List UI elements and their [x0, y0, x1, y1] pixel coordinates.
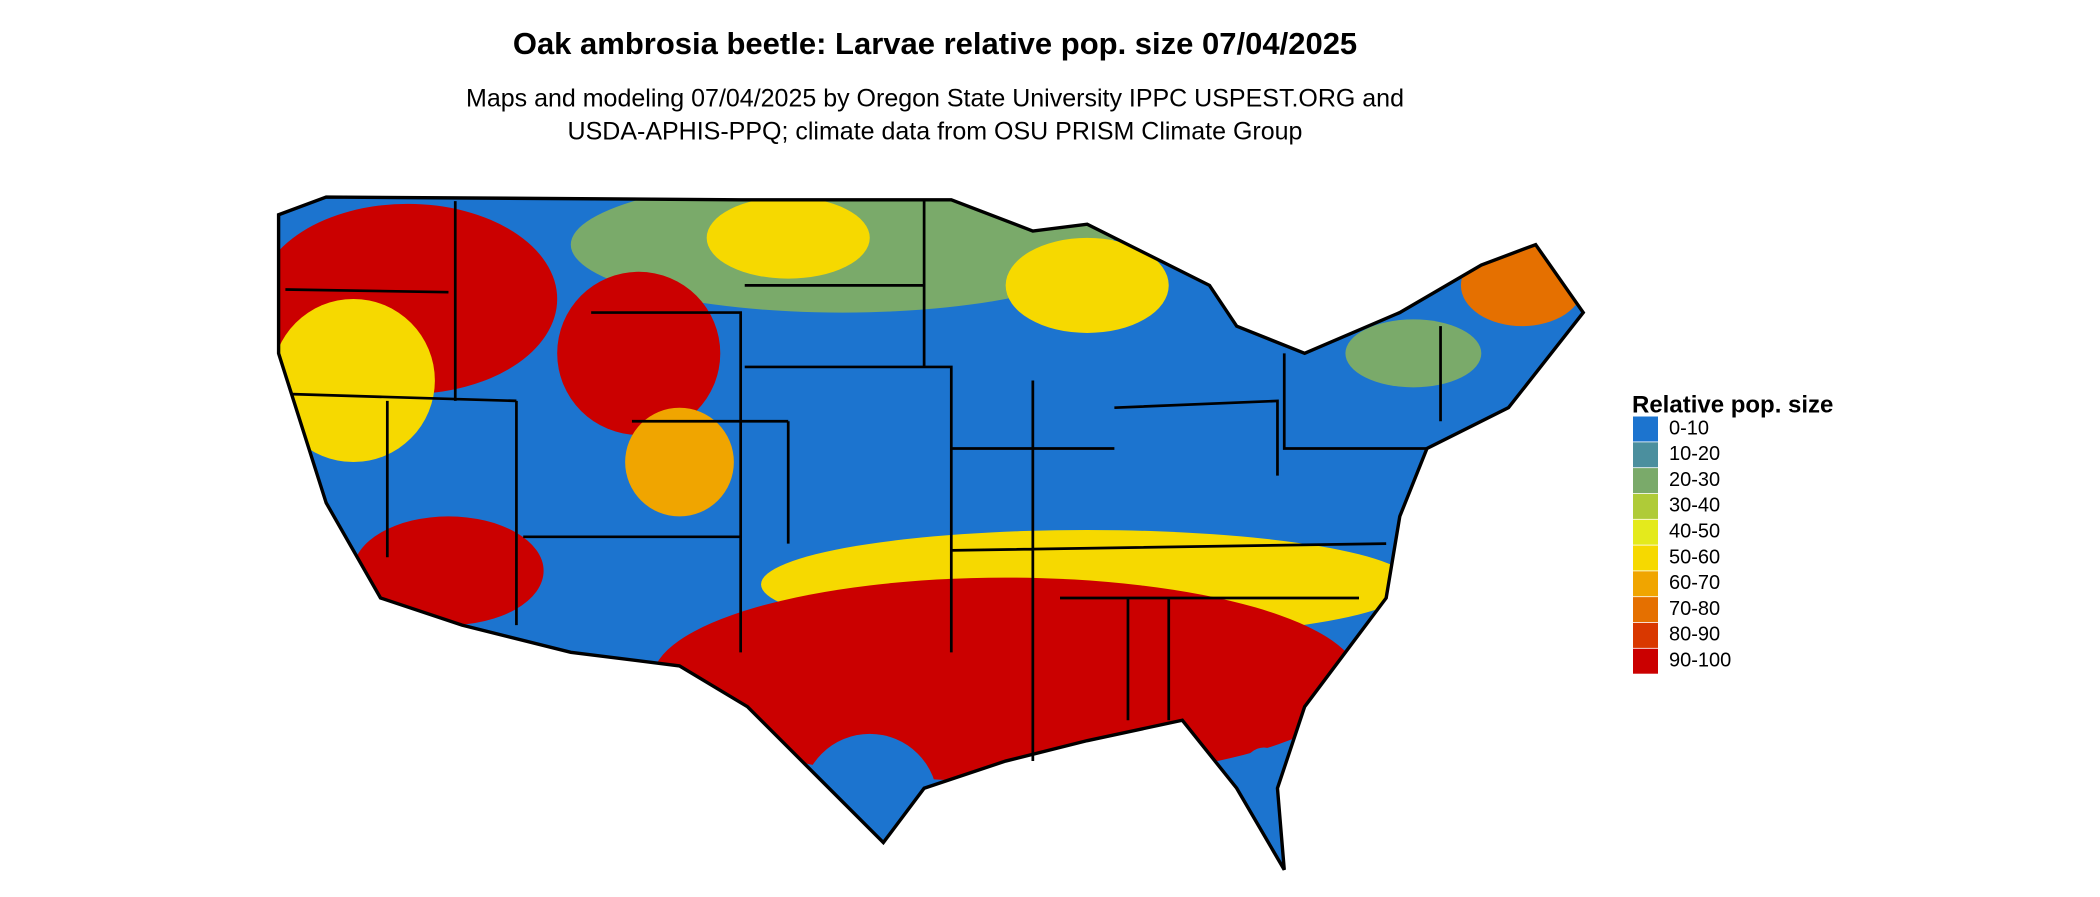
legend-label: 10-20	[1669, 443, 1720, 465]
legend-swatch	[1633, 622, 1658, 648]
legend-label: 40-50	[1669, 520, 1720, 542]
legend-swatch	[1633, 442, 1658, 468]
legend-label: 70-80	[1669, 598, 1720, 620]
title: Oak ambrosia beetle: Larvae relative pop…	[513, 26, 1357, 61]
legend-label: 30-40	[1669, 495, 1720, 517]
legend-label: 50-60	[1669, 546, 1720, 568]
map	[276, 195, 1586, 871]
legend-label: 80-90	[1669, 624, 1720, 646]
legend-swatch	[1633, 519, 1658, 545]
legend-swatch	[1633, 493, 1658, 519]
legend-swatch	[1633, 468, 1658, 494]
legend-label: 90-100	[1669, 649, 1731, 671]
legend-swatch	[1633, 648, 1658, 674]
legend-label: 0-10	[1669, 417, 1709, 439]
legend-swatch	[1633, 545, 1658, 571]
subtitle: Maps and modeling 07/04/2025 by Oregon S…	[466, 85, 1404, 113]
subtitle: USDA-APHIS-PPQ; climate data from OSU PR…	[568, 118, 1303, 146]
legend-label: 20-30	[1669, 469, 1720, 491]
legend-title: Relative pop. size	[1632, 391, 1833, 418]
legend-swatch	[1633, 416, 1658, 442]
legend-swatch	[1633, 571, 1658, 597]
legend-label: 60-70	[1669, 572, 1720, 594]
legend-swatch	[1633, 597, 1658, 623]
legend: 0-10 10-20 20-30 30-40 40-50 50-60 60-70 70-80 8…	[1633, 416, 1731, 674]
